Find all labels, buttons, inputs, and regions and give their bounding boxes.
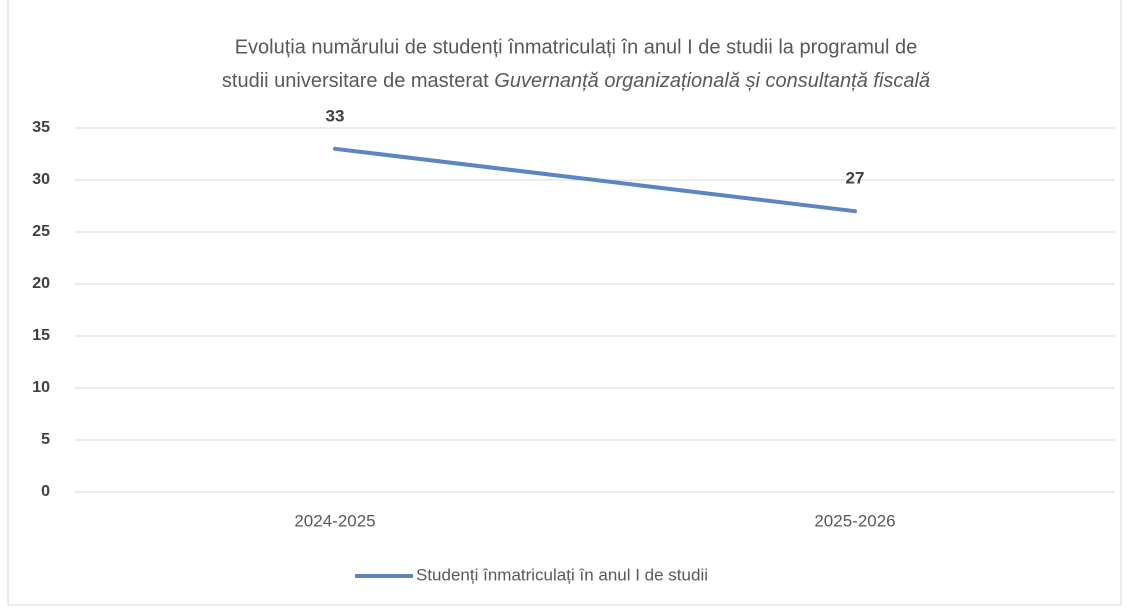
data-label: 27 [846, 169, 865, 188]
chart-title: Evoluția numărului de studenți înmatricu… [235, 36, 918, 58]
chart-title-part: Guvernanță organizațională și consultanț… [494, 70, 930, 92]
y-tick-label: 5 [41, 431, 50, 448]
legend-label: Studenți înmatriculați în anul I de stud… [416, 565, 708, 584]
y-tick-label: 15 [32, 327, 50, 344]
x-tick-label: 2025-2026 [814, 511, 895, 530]
chart-title: studii universitare de masterat Guvernan… [222, 70, 930, 92]
y-tick-label: 0 [41, 483, 50, 500]
y-tick-label: 20 [32, 275, 50, 292]
y-tick-label: 35 [32, 119, 50, 136]
y-tick-label: 10 [32, 379, 50, 396]
chart-border [7, 0, 1122, 606]
x-tick-label: 2024-2025 [294, 511, 375, 530]
y-tick-label: 30 [32, 171, 50, 188]
line [333, 146, 857, 214]
y-tick-label: 25 [32, 223, 50, 240]
data-label: 33 [326, 106, 345, 125]
chart-title-part: studii universitare de masterat [222, 70, 489, 92]
